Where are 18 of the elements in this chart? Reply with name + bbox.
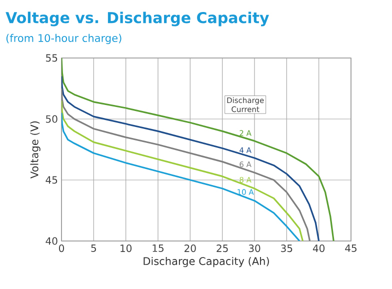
y-tick-label: 45 <box>46 176 58 184</box>
chart-title: Voltage vs. Discharge Capacity <box>6 12 270 26</box>
y-axis-title: Voltage (V) <box>30 121 40 178</box>
y-tick-label: 50 <box>46 115 58 123</box>
y-tick-label: 40 <box>46 237 58 245</box>
x-tick-label: 25 <box>216 244 228 252</box>
x-tick-label: 30 <box>248 244 260 252</box>
x-tick-label: 40 <box>312 244 325 252</box>
x-tick-label: 20 <box>184 244 196 252</box>
x-tick-label: 0 <box>58 244 64 252</box>
y-tick-label: 55 <box>46 54 58 62</box>
x-tick-label: 10 <box>120 244 132 252</box>
x-tick-label: 5 <box>91 244 96 252</box>
x-tick-label: 35 <box>281 244 292 252</box>
x-tick-label: 15 <box>152 244 164 252</box>
x-axis-title: Discharge Capacity (Ah) <box>144 256 269 268</box>
chart-subtitle: (from 10-hour charge) <box>6 34 122 44</box>
x-tick-label: 45 <box>345 244 356 252</box>
